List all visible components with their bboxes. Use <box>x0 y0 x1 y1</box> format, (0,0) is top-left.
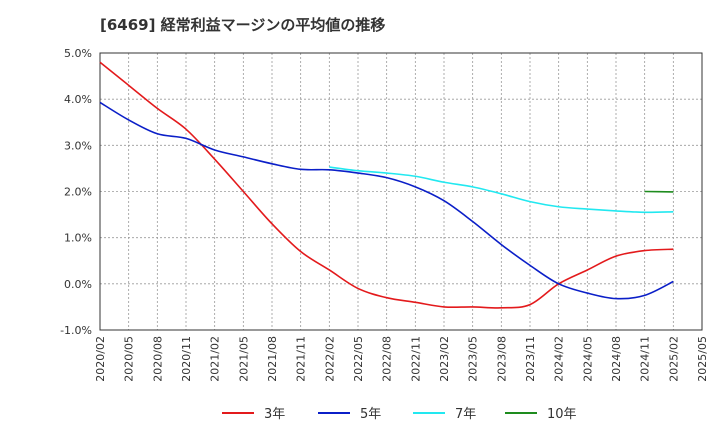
x-tick-label: 2023/08 <box>495 336 508 382</box>
y-tick-label: 5.0% <box>64 47 92 60</box>
series-line-3 <box>329 166 674 214</box>
grid-lines <box>99 52 703 331</box>
x-tick-label: 2025/02 <box>667 336 680 382</box>
x-tick-labels: 2020/02 2020/05 2020/08 2020/11 2021/02 2021/… <box>94 336 709 382</box>
x-tick-label: 2023/02 <box>438 336 451 382</box>
legend: 3年 5年 7年 10年 <box>222 407 577 422</box>
x-tick-label: 2020/02 <box>94 336 107 382</box>
y-tick-label: 3.0% <box>64 139 92 152</box>
x-tick-label: 2025/05 <box>696 336 709 382</box>
y-tick-label: 1.0% <box>64 232 92 245</box>
legend-label: 3年 <box>264 407 285 422</box>
chart-title: [6469] 経常利益マージンの平均値の推移 <box>100 16 386 34</box>
series-line-2 <box>99 101 674 300</box>
x-tick-label: 2024/05 <box>581 336 594 382</box>
legend-label: 7年 <box>455 407 476 422</box>
legend-label: 5年 <box>360 407 381 422</box>
x-tick-label: 2024/02 <box>553 336 566 382</box>
x-tick-label: 2024/11 <box>639 336 652 382</box>
legend-label: 10年 <box>547 407 577 422</box>
series-line-1 <box>99 61 674 309</box>
series-lines <box>99 61 674 309</box>
y-tick-labels: 5.0% 4.0% 3.0% 2.0% 1.0% 0.0% -1.0% <box>60 47 92 337</box>
x-tick-label: 2020/05 <box>123 336 136 382</box>
y-tick-label: 4.0% <box>64 93 92 106</box>
x-tick-label: 2020/11 <box>180 336 193 382</box>
axes <box>99 52 703 331</box>
x-tick-label: 2021/11 <box>295 336 308 382</box>
x-tick-label: 2022/02 <box>323 336 336 382</box>
plot-frame <box>99 52 703 331</box>
x-tick-label: 2022/11 <box>409 336 422 382</box>
x-tick-label: 2023/11 <box>524 336 537 382</box>
y-tick-label: 2.0% <box>64 186 92 199</box>
y-tick-label: 0.0% <box>64 278 92 291</box>
x-tick-label: 2021/05 <box>237 336 250 382</box>
x-tick-label: 2022/08 <box>381 336 394 382</box>
x-tick-label: 2020/08 <box>151 336 164 382</box>
x-tick-label: 2023/05 <box>467 336 480 382</box>
x-tick-label: 2024/08 <box>610 336 623 382</box>
y-tick-label: -1.0% <box>60 324 92 337</box>
x-tick-label: 2022/05 <box>352 336 365 382</box>
x-tick-label: 2021/02 <box>209 336 222 382</box>
x-tick-label: 2021/08 <box>266 336 279 382</box>
